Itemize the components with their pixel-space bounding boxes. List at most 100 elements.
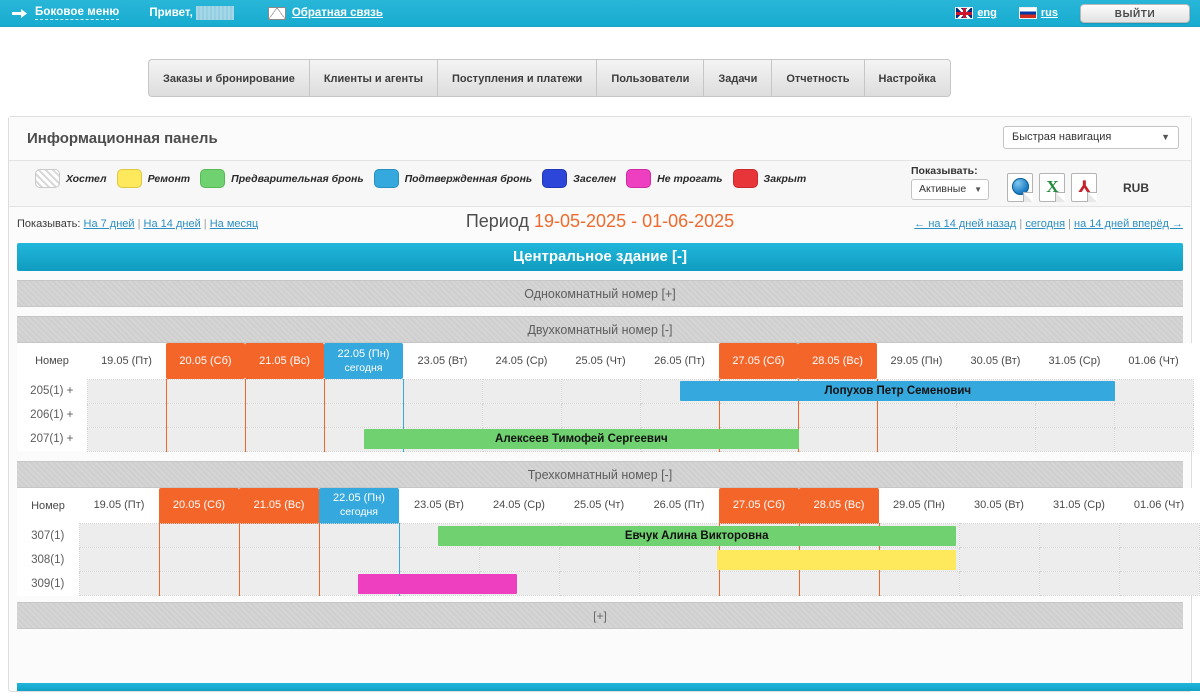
cell-207-9[interactable]: [797, 426, 878, 452]
cell-309-9[interactable]: [798, 571, 880, 596]
feedback-link[interactable]: Обратная связь: [291, 7, 383, 19]
cell-206-0[interactable]: [86, 402, 167, 428]
range-month[interactable]: На месяц: [209, 218, 259, 230]
cell-309-2[interactable]: [238, 571, 320, 596]
room-label-205[interactable]: 205(1) +: [17, 379, 87, 403]
cell-205-5[interactable]: [481, 378, 562, 404]
group-header-collapsed-bottom[interactable]: [+]: [17, 602, 1183, 629]
building-header[interactable]: Центральное здание [-]: [17, 243, 1183, 271]
pdf-export-icon[interactable]: ⅄: [1071, 173, 1097, 202]
booking-bar[interactable]: Евчук Алина Викторовна: [437, 525, 956, 546]
cell-207-13[interactable]: [1113, 426, 1194, 452]
room-label-309[interactable]: 309(1): [17, 571, 79, 596]
cell-309-7[interactable]: [638, 571, 720, 596]
cell-206-8[interactable]: [718, 402, 799, 428]
nav-tab-clients[interactable]: Клиенты и агенты: [308, 59, 437, 97]
excel-export-icon[interactable]: X: [1039, 173, 1065, 202]
cell-205-6[interactable]: [560, 378, 641, 404]
nav-tab-users[interactable]: Пользователи: [596, 59, 704, 97]
cell-206-11[interactable]: [955, 402, 1036, 428]
room-label-308[interactable]: 308(1): [17, 547, 79, 572]
cell-307-3[interactable]: [318, 523, 400, 548]
cell-308-13[interactable]: [1118, 547, 1200, 572]
globe-export-icon[interactable]: [1007, 173, 1033, 202]
cell-205-2[interactable]: [244, 378, 325, 404]
cell-205-4[interactable]: [402, 378, 483, 404]
cell-309-13[interactable]: [1118, 571, 1200, 596]
group-header-two-room[interactable]: Двухкомнатный номер [-]: [17, 316, 1183, 343]
cell-205-13[interactable]: [1113, 378, 1194, 404]
lang-rus-label[interactable]: rus: [1040, 7, 1058, 19]
cell-309-6[interactable]: [558, 571, 640, 596]
cell-309-10[interactable]: [878, 571, 960, 596]
cell-206-7[interactable]: [639, 402, 720, 428]
nav-tab-payments[interactable]: Поступления и платежи: [436, 59, 597, 97]
quick-navigation-select[interactable]: Быстрая навигация ▼: [1003, 126, 1179, 149]
range-7-days[interactable]: На 7 дней: [83, 218, 135, 230]
cell-308-7[interactable]: [638, 547, 720, 572]
nav-forward-14-days[interactable]: на 14 дней вперёд →: [1074, 218, 1183, 230]
cell-308-3[interactable]: [318, 547, 400, 572]
cell-206-9[interactable]: [797, 402, 878, 428]
room-label-206[interactable]: 206(1) +: [17, 403, 87, 427]
nav-tab-tasks[interactable]: Задачи: [703, 59, 772, 97]
cell-307-2[interactable]: [238, 523, 320, 548]
cell-206-2[interactable]: [244, 402, 325, 428]
cell-206-6[interactable]: [560, 402, 641, 428]
cell-309-0[interactable]: [78, 571, 160, 596]
cell-308-5[interactable]: [478, 547, 560, 572]
cell-207-1[interactable]: [165, 426, 246, 452]
nav-tab-settings[interactable]: Настройка: [863, 59, 951, 97]
group-header-three-room[interactable]: Трехкомнатный номер [-]: [17, 460, 1183, 488]
cell-206-3[interactable]: [323, 402, 404, 428]
cell-308-11[interactable]: [958, 547, 1040, 572]
nav-back-14-days[interactable]: ← на 14 дней назад: [914, 218, 1017, 230]
lang-eng-label[interactable]: eng: [977, 7, 997, 19]
room-label-307[interactable]: 307(1): [17, 523, 79, 548]
cell-206-10[interactable]: [876, 402, 957, 428]
cell-308-1[interactable]: [158, 547, 240, 572]
cell-207-0[interactable]: [86, 426, 167, 452]
cell-308-6[interactable]: [558, 547, 640, 572]
cell-309-12[interactable]: [1038, 571, 1120, 596]
group-header-one-room[interactable]: Однокомнатный номер [+]: [17, 280, 1183, 307]
language-switch-eng[interactable]: eng: [955, 7, 997, 19]
cell-307-0[interactable]: [78, 523, 160, 548]
nav-tab-orders[interactable]: Заказы и бронирование: [148, 59, 309, 97]
booking-bar[interactable]: [357, 573, 518, 594]
cell-307-1[interactable]: [158, 523, 240, 548]
nav-tab-reports[interactable]: Отчетность: [771, 59, 864, 97]
cell-309-11[interactable]: [958, 571, 1040, 596]
booking-bar[interactable]: Алексеев Тимофей Сергеевич: [363, 429, 799, 449]
show-filter-select[interactable]: Активные ▼: [911, 179, 989, 200]
cell-206-5[interactable]: [481, 402, 562, 428]
table-row[interactable]: 206(1) +: [17, 402, 1194, 428]
table-row[interactable]: 309(1): [17, 571, 1200, 596]
booking-bar[interactable]: [716, 549, 956, 570]
language-switch-rus[interactable]: rus: [1018, 7, 1058, 19]
cell-206-12[interactable]: [1034, 402, 1115, 428]
logout-button[interactable]: ВЫЙТИ: [1080, 3, 1190, 23]
cell-205-1[interactable]: [165, 378, 246, 404]
cell-207-12[interactable]: [1034, 426, 1115, 452]
cell-206-4[interactable]: [402, 402, 483, 428]
cell-207-2[interactable]: [244, 426, 325, 452]
side-menu-toggle[interactable]: Боковое меню: [35, 6, 120, 20]
room-label-207[interactable]: 207(1) +: [17, 427, 87, 451]
cell-309-8[interactable]: [718, 571, 800, 596]
cell-309-1[interactable]: [158, 571, 240, 596]
cell-207-10[interactable]: [876, 426, 957, 452]
cell-205-0[interactable]: [86, 378, 167, 404]
nav-today[interactable]: сегодня: [1025, 218, 1066, 230]
cell-207-11[interactable]: [955, 426, 1036, 452]
booking-bar[interactable]: Лопухов Петр Семенович: [680, 381, 1116, 401]
cell-307-13[interactable]: [1118, 523, 1200, 548]
cell-307-12[interactable]: [1038, 523, 1120, 548]
cell-307-11[interactable]: [958, 523, 1040, 548]
table-row[interactable]: 308(1): [17, 547, 1200, 572]
feedback-group[interactable]: Обратная связь: [267, 6, 383, 20]
range-14-days[interactable]: На 14 дней: [143, 218, 201, 230]
cell-308-0[interactable]: [78, 547, 160, 572]
cell-308-2[interactable]: [238, 547, 320, 572]
cell-308-12[interactable]: [1038, 547, 1120, 572]
